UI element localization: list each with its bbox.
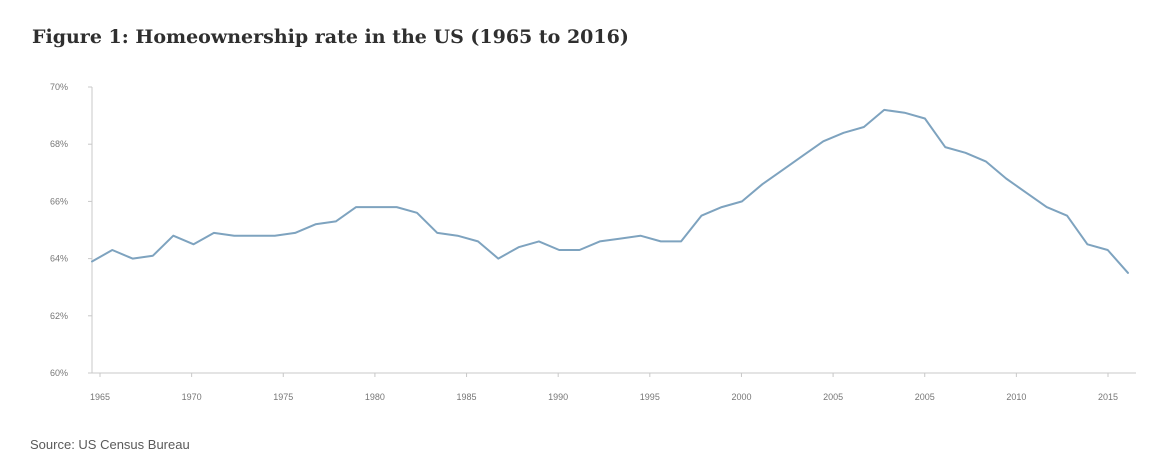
x-tick-label: 1985	[457, 392, 477, 402]
x-tick-label: 2005	[915, 392, 935, 402]
x-tick-label: 1995	[640, 392, 660, 402]
x-tick-label: 1965	[90, 392, 110, 402]
y-tick-label: 70%	[50, 82, 68, 92]
x-tick-label: 1970	[182, 392, 202, 402]
source-note: Source: US Census Bureau	[30, 437, 190, 452]
y-axis-ticks: 60% 62% 64% 66% 68% 70%	[50, 82, 92, 378]
chart-title: Figure 1: Homeownership rate in the US (…	[32, 26, 629, 48]
y-tick-label: 60%	[50, 368, 68, 378]
y-tick-label: 64%	[50, 254, 68, 264]
x-tick-label: 2010	[1006, 392, 1026, 402]
x-tick-label: 2005	[823, 392, 843, 402]
x-tick-label: 1990	[548, 392, 568, 402]
y-tick-label: 66%	[50, 196, 68, 206]
x-tick-label: 1975	[273, 392, 293, 402]
chart-axes	[91, 87, 1136, 374]
x-tick-label: 2015	[1098, 392, 1118, 402]
y-tick-label: 62%	[50, 311, 68, 321]
series-group	[91, 108, 1129, 274]
x-axis-ticks: 1965 1970 1975 1980 1985 1990 1995 2000 2005 2005…	[90, 373, 1118, 402]
x-tick-label: 2000	[731, 392, 751, 402]
y-tick-label: 68%	[50, 139, 68, 149]
homeownership-rate-line	[91, 108, 1129, 274]
x-tick-label: 1980	[365, 392, 385, 402]
